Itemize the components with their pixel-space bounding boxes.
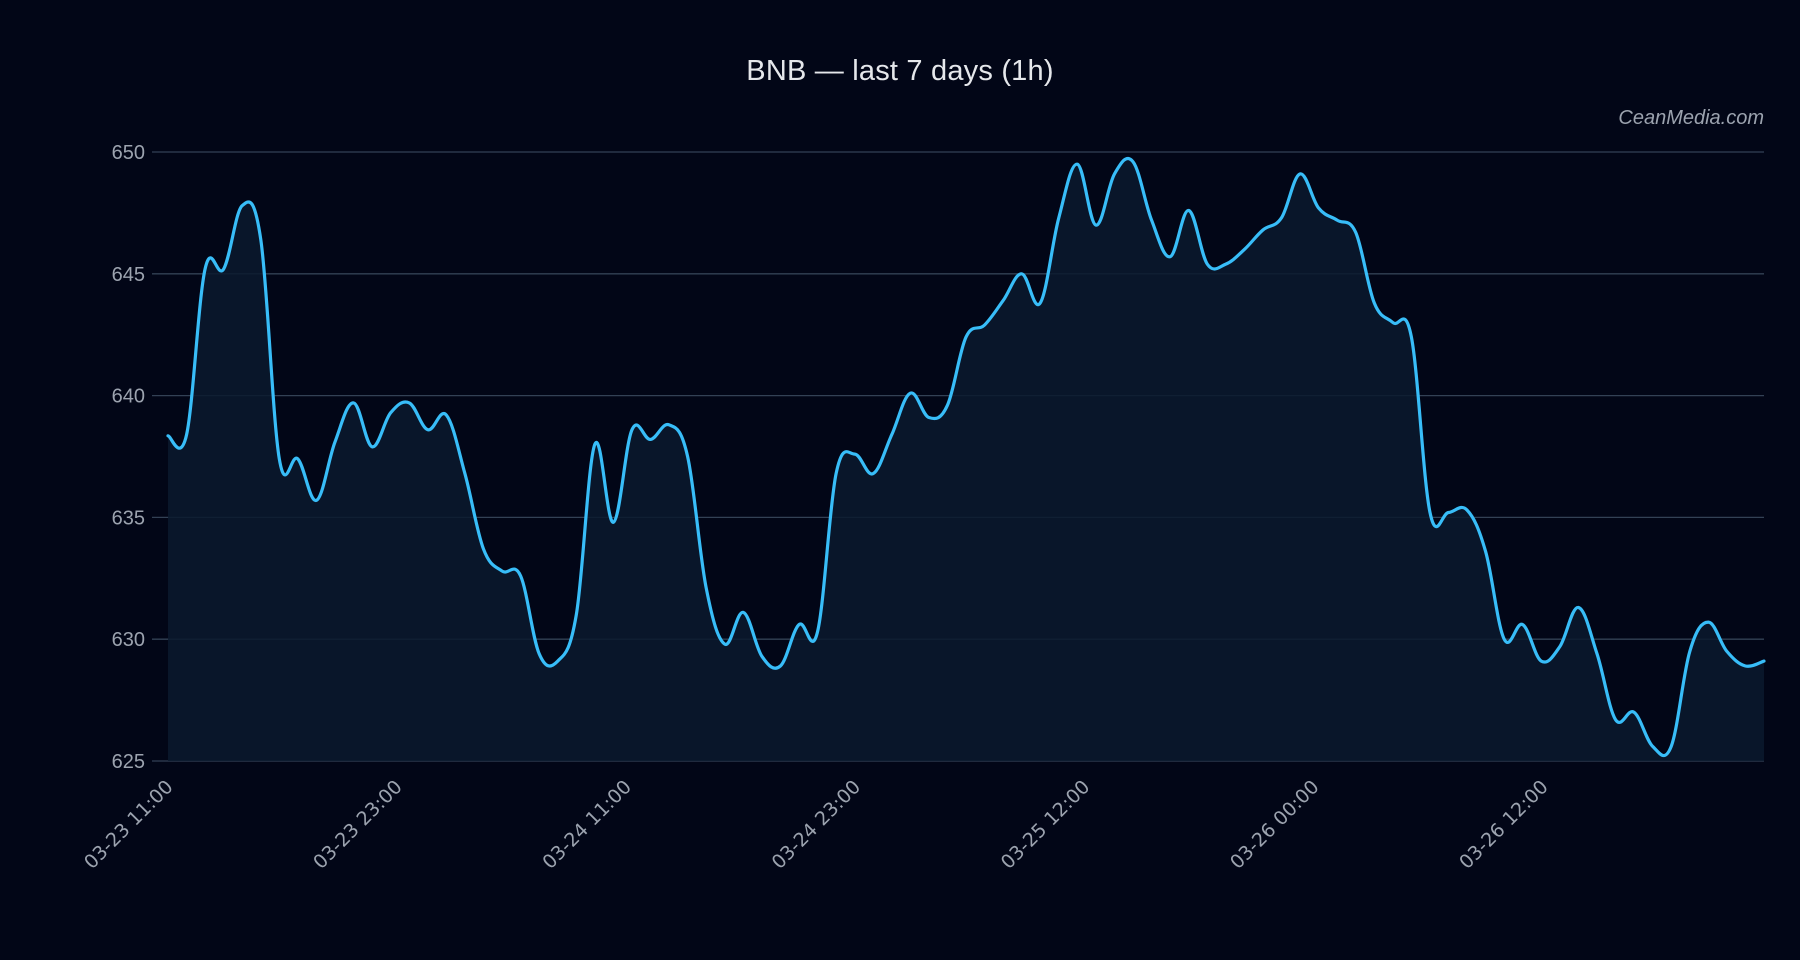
y-tick-label: 625 (112, 751, 145, 773)
x-tick-label: 03-24 11:00 (538, 776, 636, 874)
x-tick-label: 03-24 23:00 (768, 776, 866, 874)
price-line (166, 156, 1766, 758)
x-tick-label: 03-23 11:00 (80, 776, 178, 874)
y-tick-label: 635 (112, 507, 145, 529)
y-tick-label: 630 (112, 629, 145, 651)
y-tick-label: 650 (112, 142, 145, 164)
y-tick-label: 640 (112, 386, 145, 408)
x-tick-label: 03-26 00:00 (1226, 776, 1324, 874)
y-tick-label: 645 (112, 264, 145, 286)
x-tick-label: 03-26 12:00 (1455, 776, 1553, 874)
x-tick-label: 03-23 23:00 (309, 776, 407, 874)
price-area-fill (168, 158, 1764, 761)
y-axis-ticks: 625 630 635 640 645 650 (112, 142, 145, 773)
x-axis-ticks: 03-23 11:00 03-23 23:00 03-24 11:00 03-24 2… (80, 776, 1553, 874)
chart-title: BNB — last 7 days (1h) (746, 55, 1054, 87)
x-tick-label: 03-25 12:00 (997, 776, 1095, 874)
watermark: CeanMedia.com (1618, 107, 1764, 129)
